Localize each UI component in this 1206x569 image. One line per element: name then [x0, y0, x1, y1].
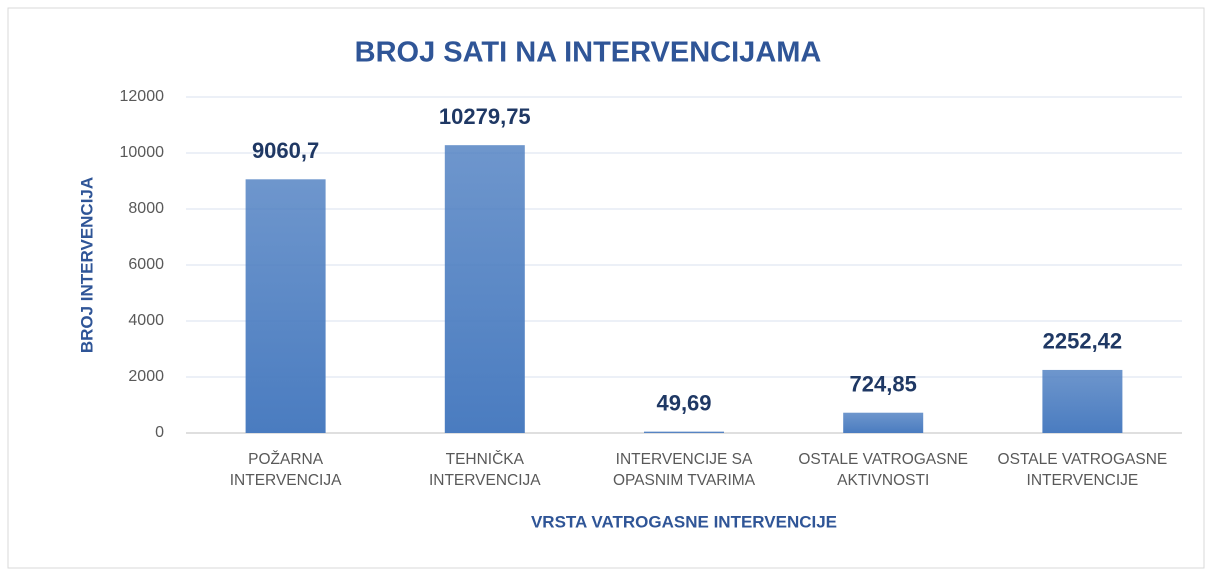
y-tick-label: 6000 — [128, 256, 164, 273]
data-label: 10279,75 — [439, 104, 531, 129]
bar — [444, 145, 525, 434]
x-tick-label: TEHNIČKA INTERVENCIJA — [428, 451, 541, 489]
chart-frame — [7, 7, 1205, 569]
x-tick-label: OSTALE VATROGASNE AKTIVNOSTI — [798, 451, 969, 489]
data-label: 2252,42 — [1043, 329, 1123, 354]
data-label: 49,69 — [656, 390, 711, 415]
x-axis-title: VRSTA VATROGASNE INTERVENCIJE — [531, 512, 837, 531]
data-label: 9060,7 — [252, 138, 319, 163]
bar — [843, 412, 924, 433]
y-tick-label: 2000 — [128, 368, 164, 385]
y-tick-label: 12000 — [120, 88, 165, 105]
bar — [245, 179, 326, 433]
y-tick-label: 10000 — [120, 144, 165, 161]
chart-title: BROJ SATI NA INTERVENCIJAMA — [355, 37, 822, 69]
bar — [1042, 369, 1123, 433]
y-tick-label: 0 — [155, 424, 164, 441]
bar — [644, 431, 724, 433]
x-tick-label: POŽARNA INTERVENCIJA — [229, 451, 342, 489]
y-tick-label: 4000 — [128, 312, 164, 329]
y-tick-label: 8000 — [128, 200, 164, 217]
data-label: 724,85 — [850, 372, 917, 397]
x-tick-label: OSTALE VATROGASNE INTERVENCIJE — [997, 451, 1168, 489]
y-axis-title: BROJ INTERVENCIJA — [77, 177, 96, 353]
x-tick-label: INTERVENCIJE SA OPASNIM TVARIMA — [612, 451, 756, 489]
